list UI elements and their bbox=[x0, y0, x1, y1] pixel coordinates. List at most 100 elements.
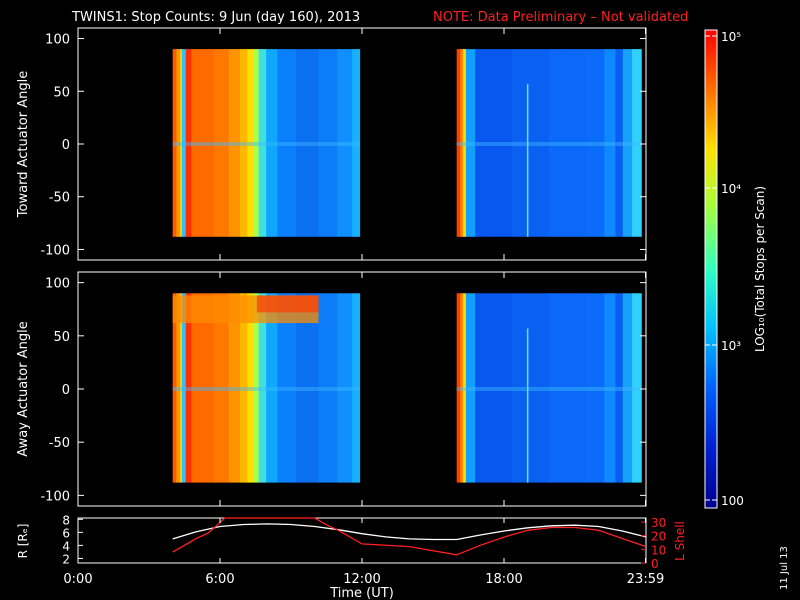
heatmap-cell bbox=[277, 293, 297, 483]
heatmap-cell bbox=[456, 293, 461, 483]
toward-heatmap-panel: 100 50 0 -50 -100 Toward Actuator Angle bbox=[16, 27, 647, 261]
heatmap-cell bbox=[456, 49, 461, 237]
orbit-x-axis: 0:00 6:00 12:00 18:00 23:59 bbox=[63, 28, 664, 587]
heatmap-cell bbox=[258, 49, 267, 237]
y-tick-label: 100 bbox=[45, 277, 70, 292]
colorbar-tick-label: 100 bbox=[721, 494, 744, 508]
colorbar-frame bbox=[704, 29, 718, 509]
heatmap-cell bbox=[182, 293, 187, 483]
heatmap-cell bbox=[239, 293, 248, 483]
heatmap-cell bbox=[460, 49, 464, 237]
heatmap-cell bbox=[296, 293, 320, 483]
y-tick-label: -100 bbox=[40, 489, 70, 504]
orbit-right-axis-label: L Shell bbox=[673, 521, 687, 561]
heatmap-cell bbox=[253, 49, 260, 237]
heatmap-cell bbox=[465, 49, 476, 237]
heatmap-cell bbox=[228, 49, 241, 237]
heatmap-cell bbox=[185, 293, 192, 483]
away-y-axis-label: Away Actuator Angle bbox=[16, 321, 31, 456]
heatmap-cell bbox=[622, 293, 633, 483]
heatmap-cell bbox=[475, 49, 513, 237]
heatmap-cell bbox=[191, 293, 215, 483]
heatmap-cell bbox=[213, 293, 230, 483]
heatmap-cell bbox=[239, 49, 248, 237]
heatmap-cell bbox=[180, 293, 183, 483]
heatmap-cell bbox=[176, 49, 181, 237]
colorbar-label: LOG₁₀(Total Stops per Scan) bbox=[753, 186, 767, 352]
y-tick-label: -50 bbox=[49, 191, 70, 206]
heatmap-cell bbox=[191, 49, 215, 237]
heatmap-cell bbox=[622, 49, 633, 237]
heatmap-cell bbox=[337, 49, 353, 237]
heatmap-cell bbox=[475, 293, 513, 483]
heatmap-cell bbox=[604, 49, 616, 237]
heatmap-cell bbox=[266, 293, 278, 483]
orbit-left-tick-label: 8 bbox=[62, 513, 70, 527]
x-tick-label: 12:00 bbox=[343, 572, 380, 587]
heatmap-cell bbox=[296, 49, 320, 237]
heatmap-cell bbox=[604, 293, 616, 483]
heatmap-cell bbox=[176, 293, 181, 483]
heatmap-cell bbox=[213, 49, 230, 237]
toward-y-axis: 100 50 0 -50 -100 bbox=[40, 33, 646, 258]
heatmap-cell bbox=[172, 49, 177, 237]
lshell-series-line bbox=[172, 517, 647, 556]
y-tick-label: 0 bbox=[62, 383, 70, 398]
colorbar-ticks: 10⁵ 10⁴ 10³ 100 bbox=[705, 30, 744, 508]
y-tick-label: 50 bbox=[53, 85, 70, 100]
heatmap-cell bbox=[615, 49, 624, 237]
orbit-left-tick-label: 6 bbox=[62, 526, 70, 540]
heatmap-cell bbox=[253, 293, 260, 483]
heatmap-cell bbox=[585, 293, 605, 483]
orbit-panel-frame bbox=[77, 517, 647, 564]
heatmap-cell bbox=[180, 49, 183, 237]
colorbar: 10⁵ 10⁴ 10³ 100 LOG₁₀(Total Stops per Scan) bbox=[704, 29, 767, 509]
x-tick-label: 0:00 bbox=[63, 572, 92, 587]
heatmap-cell bbox=[185, 49, 192, 237]
heatmap-cell bbox=[632, 293, 642, 483]
heatmap-cell bbox=[172, 387, 360, 391]
colorbar-tick-label: 10³ bbox=[721, 339, 741, 353]
orbit-left-axis-label: R [Rₑ] bbox=[16, 524, 30, 559]
away-y-axis: 100 50 0 -50 -100 bbox=[40, 277, 646, 504]
heatmap-cell bbox=[337, 293, 353, 483]
orbit-right-tick-label: 10 bbox=[651, 543, 666, 557]
heatmap-cell bbox=[463, 293, 467, 483]
orbit-left-tick-label: 4 bbox=[62, 539, 70, 553]
heatmap-cell bbox=[352, 49, 361, 237]
heatmap-cell bbox=[548, 49, 587, 237]
heatmap-cell bbox=[318, 293, 338, 483]
orbit-series-group bbox=[172, 517, 647, 556]
heatmap-cell bbox=[456, 387, 642, 391]
y-tick-label: 0 bbox=[62, 138, 70, 153]
heatmap-cell bbox=[172, 293, 177, 483]
radius-series-line bbox=[172, 523, 647, 541]
colorbar-fill bbox=[705, 30, 717, 508]
x-tick-label: 18:00 bbox=[485, 572, 522, 587]
heatmap-cell bbox=[465, 293, 476, 483]
y-tick-label: 100 bbox=[45, 33, 70, 48]
heatmap-cell bbox=[256, 295, 319, 313]
y-tick-label: -100 bbox=[40, 243, 70, 258]
heatmap-cell bbox=[318, 49, 338, 237]
heatmap-cell bbox=[512, 49, 550, 237]
toward-y-axis-label: Toward Actuator Angle bbox=[16, 71, 31, 218]
x-tick-label: 6:00 bbox=[205, 572, 234, 587]
plot-title: TWINS1: Stop Counts: 9 Jun (day 160), 20… bbox=[71, 10, 360, 25]
heatmap-cell bbox=[247, 293, 254, 483]
away-heatmap-data bbox=[172, 293, 642, 483]
heatmap-cell bbox=[456, 142, 642, 146]
orbit-right-tick-label: 0 bbox=[651, 557, 659, 571]
colorbar-tick-label: 10⁵ bbox=[721, 30, 741, 44]
heatmap-cell bbox=[182, 49, 187, 237]
heatmap-cell bbox=[352, 293, 361, 483]
heatmap-cell bbox=[585, 49, 605, 237]
toward-heatmap-data bbox=[172, 49, 642, 237]
heatmap-cell bbox=[615, 293, 624, 483]
heatmap-cell bbox=[258, 293, 267, 483]
heatmap-cell bbox=[277, 49, 297, 237]
